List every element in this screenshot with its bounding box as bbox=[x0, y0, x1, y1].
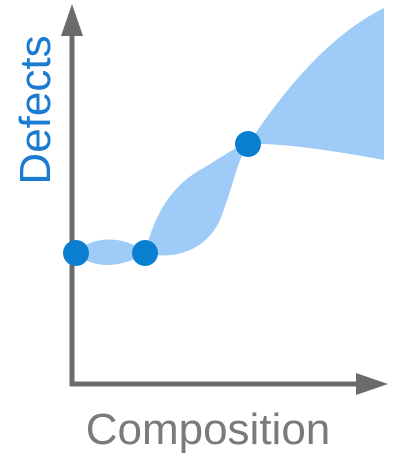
x-axis-label: Composition bbox=[86, 405, 331, 454]
data-point-3 bbox=[235, 131, 261, 157]
y-axis-arrowhead bbox=[61, 4, 83, 36]
uncertainty-band bbox=[76, 8, 384, 266]
data-point-2 bbox=[132, 240, 158, 266]
y-axis-label: Defects bbox=[11, 35, 60, 184]
data-point-1 bbox=[63, 240, 89, 266]
x-axis-arrowhead bbox=[356, 373, 388, 395]
